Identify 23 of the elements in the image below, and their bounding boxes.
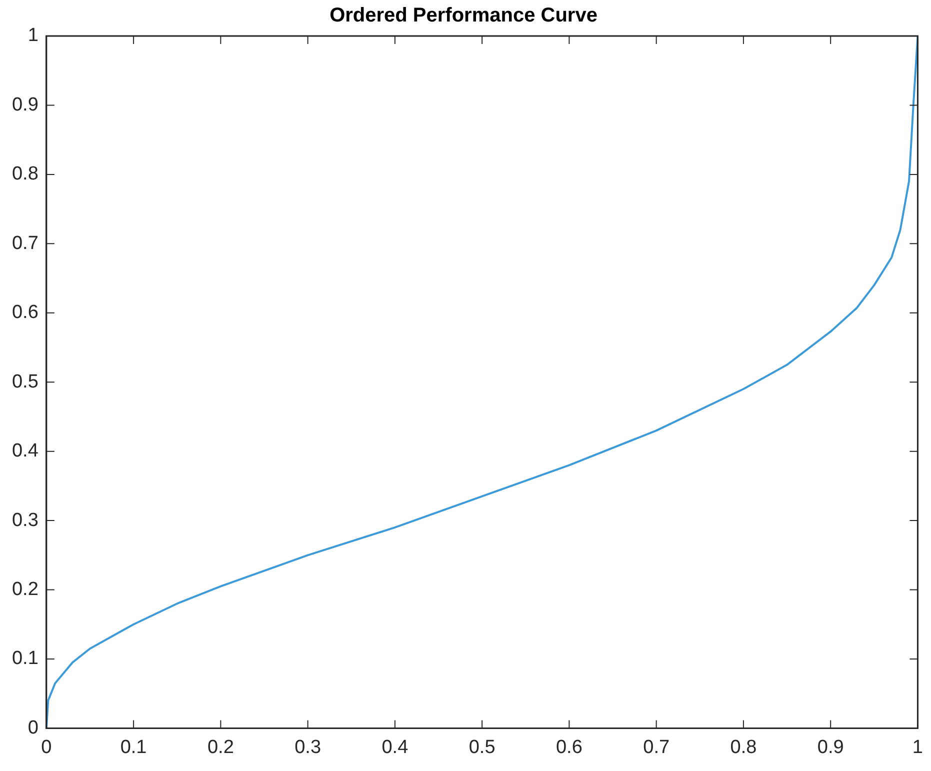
x-tick-label: 0.3	[294, 736, 322, 758]
x-tick-label: 0.9	[817, 736, 844, 758]
x-tick-label: 0.2	[207, 736, 234, 758]
x-tick-label: 1	[912, 736, 924, 758]
y-tick-label: 0.1	[12, 648, 38, 670]
x-tick-label: 0.5	[468, 736, 496, 758]
y-tick-label: 0.7	[12, 232, 38, 254]
x-tick-label: 0.7	[643, 736, 670, 758]
y-tick-label: 1	[28, 25, 38, 46]
x-tick-label: 0.1	[120, 736, 147, 758]
x-tick-label: 0	[41, 736, 52, 758]
x-tick-label: 0.8	[730, 736, 757, 758]
y-tick-label: 0	[28, 717, 38, 738]
y-tick-label: 0.4	[12, 440, 39, 462]
x-tick-label: 0.6	[556, 736, 582, 758]
y-tick-label: 0.5	[12, 371, 38, 392]
y-tick-label: 0.9	[12, 94, 38, 116]
chart-title: Ordered Performance Curve	[330, 4, 598, 27]
y-tick-label: 0.6	[12, 302, 38, 324]
y-tick-label: 0.2	[12, 578, 38, 600]
y-tick-label: 0.3	[12, 510, 38, 531]
x-tick-label: 0.4	[382, 736, 409, 758]
y-tick-label: 0.8	[12, 164, 38, 185]
